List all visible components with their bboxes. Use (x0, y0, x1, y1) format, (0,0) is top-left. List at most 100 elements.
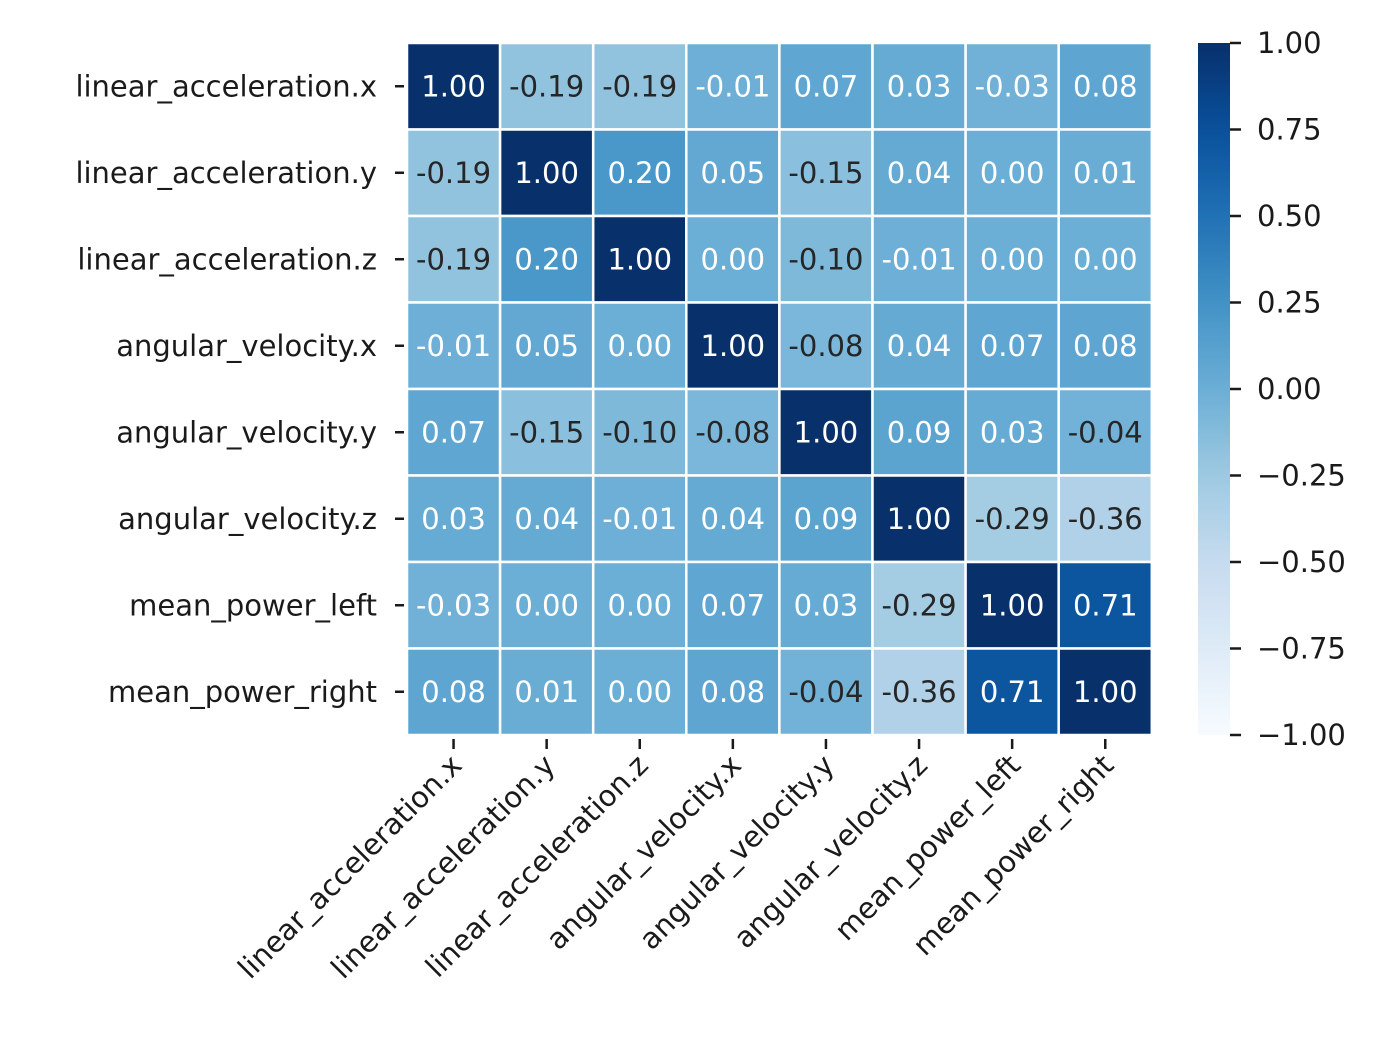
heatmap-cell-r1-c3 (685, 128, 781, 218)
heatmap-cell-r7-c7 (1057, 647, 1154, 737)
heatmap-cell-r3-c3 (685, 301, 781, 391)
y-tick-label-6: mean_power_left (129, 588, 377, 622)
cell-value-r2-c6: 0.00 (980, 242, 1045, 276)
heatmap-cell-r5-c6 (964, 474, 1060, 564)
colorbar-tick-label-0: 1.00 (1257, 26, 1322, 60)
cell-value-r4-c2: -0.10 (602, 415, 677, 449)
heatmap-cell-r7-c2 (591, 647, 688, 737)
cell-value-r1-c0: -0.19 (416, 156, 491, 190)
cell-value-r6-c0: -0.03 (416, 588, 491, 622)
cell-value-r4-c4: 1.00 (794, 415, 859, 449)
heatmap-cell-r0-c0 (405, 41, 502, 131)
colorbar-gradient (1198, 43, 1230, 735)
cell-value-r1-c1: 1.00 (514, 156, 579, 190)
cell-value-r2-c3: 0.00 (701, 242, 766, 276)
colorbar: 1.00 0.75 0.50 0.25 0.00 −0.25 −0.50 −0.75 −1.00 (1198, 26, 1346, 752)
y-tick-label-0: linear_acceleration.x (75, 69, 377, 103)
cell-value-r3-c7: 0.08 (1073, 329, 1138, 363)
heatmap-cell-r2-c3 (685, 214, 781, 304)
cell-value-r1-c5: 0.04 (887, 156, 952, 190)
cell-value-r7-c5: -0.36 (882, 675, 957, 709)
cell-value-r2-c4: -0.10 (788, 242, 863, 276)
cell-value-r4-c3: -0.08 (695, 415, 770, 449)
cell-value-r4-c6: 0.03 (980, 415, 1045, 449)
heatmap-cell-r3-c4 (778, 301, 874, 391)
cell-value-r6-c6: 1.00 (980, 588, 1045, 622)
heatmap-cell-r5-c5 (871, 474, 967, 564)
cell-value-r3-c2: 0.00 (607, 329, 672, 363)
cell-value-r0-c7: 0.08 (1073, 69, 1138, 103)
cell-value-r5-c5: 1.00 (887, 502, 952, 536)
cell-value-r7-c3: 0.08 (701, 675, 766, 709)
heatmap-cell-r1-c5 (871, 128, 967, 218)
cell-value-r2-c5: -0.01 (882, 242, 957, 276)
heatmap-cell-r3-c6 (964, 301, 1060, 391)
heatmap-cell-r2-c0 (405, 214, 502, 304)
heatmap-cell-r7-c3 (685, 647, 781, 737)
cell-value-r1-c3: 0.05 (701, 156, 766, 190)
y-tick-label-5: angular_velocity.z (118, 502, 377, 536)
colorbar-tick-label-7: −0.75 (1257, 632, 1346, 666)
heatmap-cell-r6-c7 (1057, 560, 1154, 650)
cell-value-r5-c4: 0.09 (794, 502, 859, 536)
cell-value-r5-c0: 0.03 (421, 502, 486, 536)
cell-value-r4-c7: -0.04 (1068, 415, 1143, 449)
cell-value-r0-c1: -0.19 (509, 69, 584, 103)
cell-value-r6-c3: 0.07 (701, 588, 766, 622)
cell-value-r0-c5: 0.03 (887, 69, 952, 103)
heatmap-cell-r5-c4 (778, 474, 874, 564)
y-tick-label-2: linear_acceleration.z (77, 242, 377, 276)
colorbar-tick-label-2: 0.50 (1257, 199, 1322, 233)
cell-value-r7-c4: -0.04 (788, 675, 863, 709)
colorbar-tick-label-6: −0.50 (1257, 545, 1346, 579)
heatmap-cells (405, 41, 1154, 737)
y-axis: linear_acceleration.x linear_acceleration… (75, 69, 404, 709)
colorbar-tick-label-1: 0.75 (1257, 113, 1322, 147)
y-tick-label-1: linear_acceleration.y (75, 156, 377, 190)
heatmap-cell-r7-c5 (871, 647, 967, 737)
cell-value-r5-c1: 0.04 (514, 502, 579, 536)
cell-value-r3-c1: 0.05 (514, 329, 579, 363)
heatmap-cell-r6-c5 (871, 560, 967, 650)
cell-value-r6-c4: 0.03 (794, 588, 859, 622)
heatmap-cell-r2-c2 (591, 214, 688, 304)
cell-value-r6-c5: -0.29 (882, 588, 957, 622)
cell-value-r2-c0: -0.19 (416, 242, 491, 276)
cell-value-r3-c5: 0.04 (887, 329, 952, 363)
cell-value-r7-c0: 0.08 (421, 675, 486, 709)
heatmap-cell-r4-c3 (685, 387, 781, 477)
cell-value-r1-c7: 0.01 (1073, 156, 1138, 190)
cell-value-r0-c3: -0.01 (695, 69, 770, 103)
heatmap-cell-r2-c1 (498, 214, 595, 304)
cell-value-r3-c4: -0.08 (788, 329, 863, 363)
colorbar-tick-label-5: −0.25 (1257, 459, 1346, 493)
cell-value-r5-c3: 0.04 (701, 502, 766, 536)
cell-value-r5-c2: -0.01 (602, 502, 677, 536)
x-axis: linear_acceleration.xlinear_acceleration… (231, 739, 1120, 985)
heatmap-cell-r2-c5 (871, 214, 967, 304)
cell-value-r1-c4: -0.15 (788, 156, 863, 190)
cell-value-r0-c0: 1.00 (421, 69, 486, 103)
heatmap-cell-r5-c1 (498, 474, 595, 564)
heatmap-cell-r2-c4 (778, 214, 874, 304)
heatmap-cell-r6-c2 (591, 560, 688, 650)
cell-value-r7-c6: 0.71 (980, 675, 1045, 709)
y-tick-label-4: angular_velocity.y (116, 415, 377, 449)
heatmap-cell-r2-c7 (1057, 214, 1154, 304)
cell-value-r2-c1: 0.20 (514, 242, 579, 276)
cell-value-r4-c1: -0.15 (509, 415, 584, 449)
cell-value-r7-c7: 1.00 (1073, 675, 1138, 709)
y-tick-label-7: mean_power_right (108, 675, 377, 709)
cell-value-r6-c1: 0.00 (514, 588, 579, 622)
heatmap-cell-r4-c4 (778, 387, 874, 477)
cell-value-r4-c0: 0.07 (421, 415, 486, 449)
cell-value-r4-c5: 0.09 (887, 415, 952, 449)
heatmap-cell-r6-c1 (498, 560, 595, 650)
heatmap-cell-r0-c5 (871, 41, 967, 131)
heatmap-cell-r6-c4 (778, 560, 874, 650)
cell-value-r3-c6: 0.07 (980, 329, 1045, 363)
heatmap-cell-r2-c6 (964, 214, 1060, 304)
cell-value-r0-c6: -0.03 (975, 69, 1050, 103)
cell-value-r6-c2: 0.00 (607, 588, 672, 622)
